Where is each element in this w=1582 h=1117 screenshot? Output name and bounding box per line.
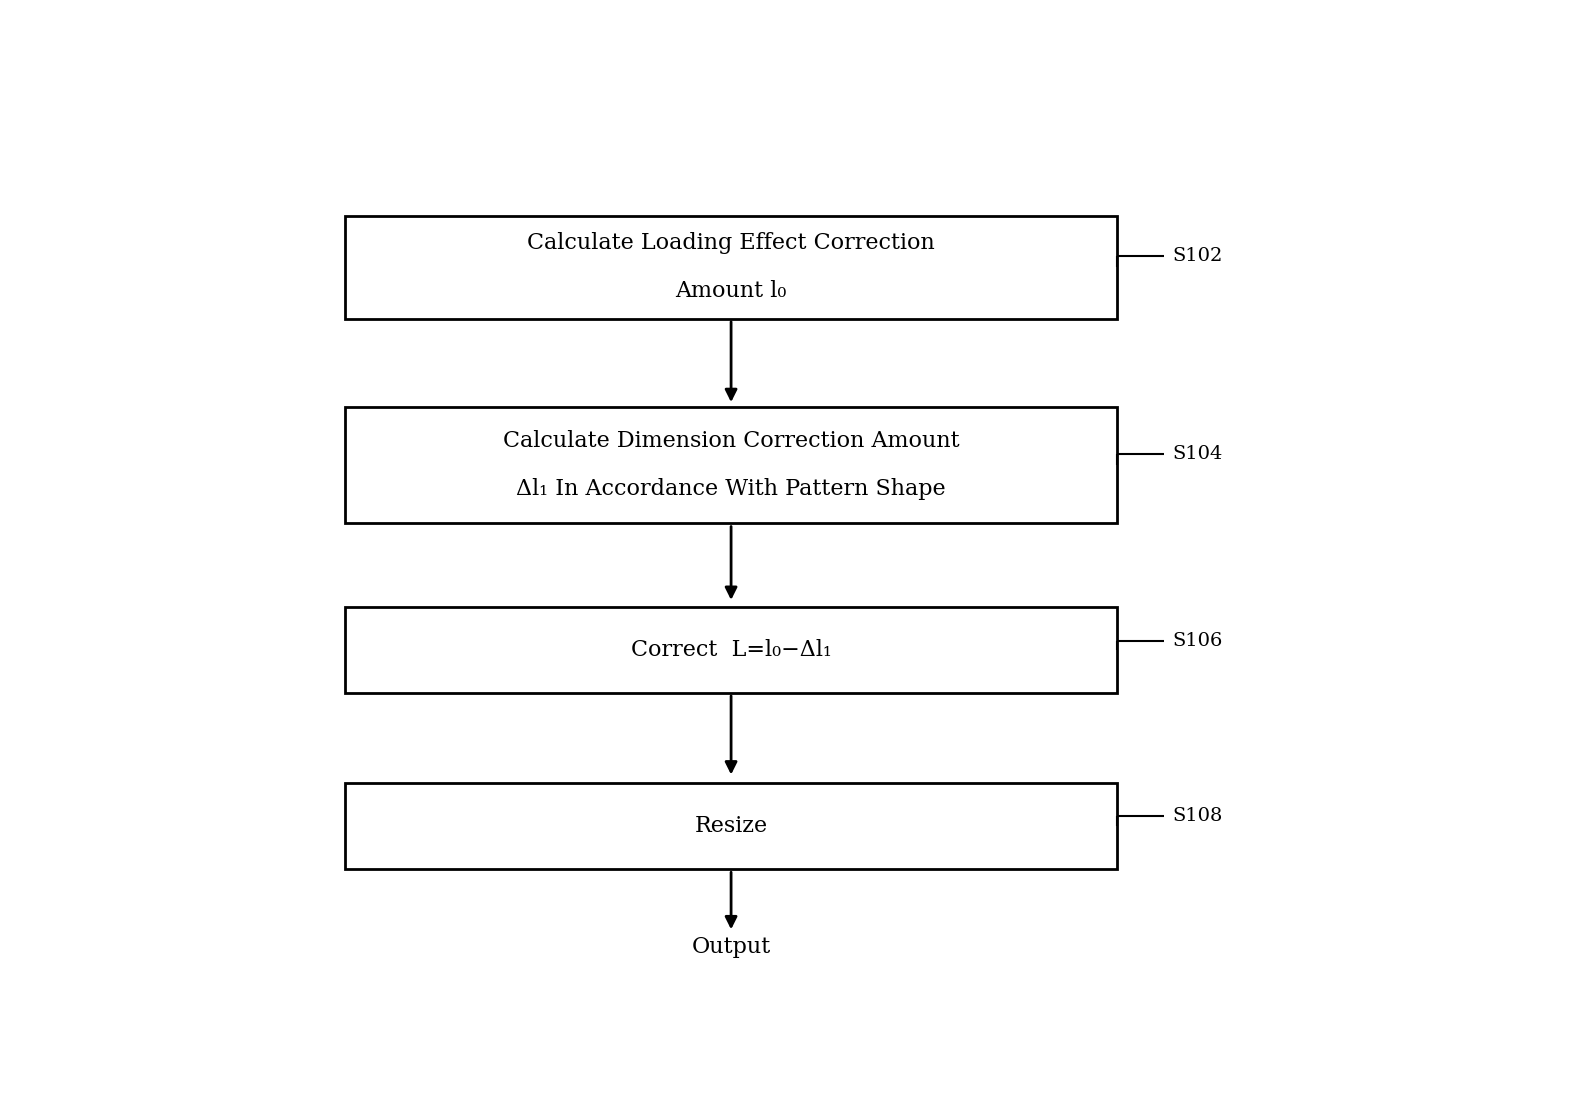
Text: S108: S108 [1172,808,1223,825]
Text: Resize: Resize [694,815,767,838]
Bar [345,407,1117,523]
Text: S104: S104 [1172,445,1223,462]
Bar [345,783,1117,869]
Text: Output: Output [691,936,770,957]
Text: Amount l₀: Amount l₀ [676,280,786,303]
Text: Correct  L=l₀−Δl₁: Correct L=l₀−Δl₁ [631,639,832,661]
Text: S106: S106 [1172,632,1223,650]
Text: S102: S102 [1172,247,1223,265]
Bar [345,607,1117,693]
Text: Calculate Loading Effect Correction: Calculate Loading Effect Correction [527,232,935,255]
Text: Calculate Dimension Correction Amount: Calculate Dimension Correction Amount [503,430,959,452]
Bar [345,216,1117,319]
Text: Δl₁ In Accordance With Pattern Shape: Δl₁ In Accordance With Pattern Shape [516,478,946,500]
